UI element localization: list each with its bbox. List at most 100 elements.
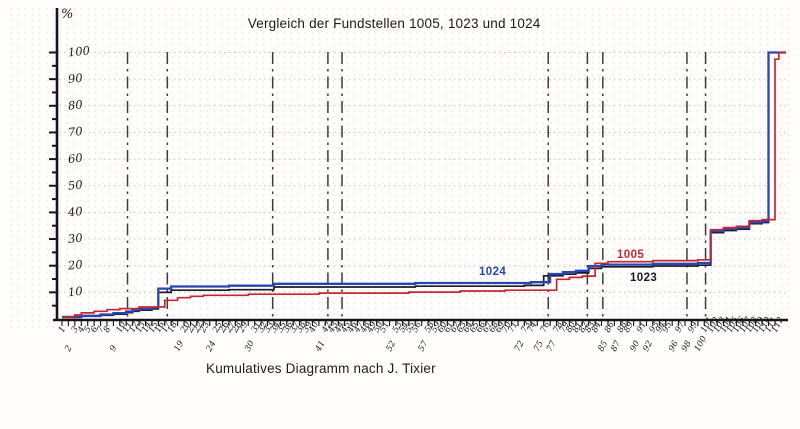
x-tick-label: 38 bbox=[294, 320, 308, 335]
page-title: Vergleich der Fundstellen 1005, 1023 und… bbox=[247, 16, 541, 31]
x-tick-label: 11 bbox=[121, 320, 135, 334]
x-tick-label: 73 bbox=[519, 320, 533, 334]
x-tick-label: 2 bbox=[63, 344, 75, 354]
x-tick-label: 42 bbox=[320, 320, 334, 335]
x-tick-label: 53 bbox=[391, 320, 405, 334]
x-tick-label: 66 bbox=[474, 320, 488, 335]
x-tick-label: 57 bbox=[417, 339, 431, 354]
x-tick-label: 67 bbox=[481, 320, 495, 335]
series-curve-1023 bbox=[62, 51, 786, 319]
x-tick-label: 43 bbox=[326, 320, 340, 335]
x-tick-label: 31 bbox=[250, 320, 264, 334]
x-tick-label: 60 bbox=[436, 320, 450, 335]
y-tick-label: 40 bbox=[66, 204, 83, 220]
x-tick-label: 95 bbox=[661, 320, 675, 334]
y-tick-label: 90 bbox=[67, 71, 83, 86]
x-tick-label: 63 bbox=[455, 320, 469, 334]
y-tick-label: 100 bbox=[67, 43, 90, 59]
series-label-1023: 1023 bbox=[630, 272, 658, 284]
x-tick-label: 9 bbox=[108, 343, 120, 353]
y-axis-unit-label: % bbox=[61, 7, 73, 22]
x-tick-label: 96 bbox=[667, 339, 681, 354]
x-tick-label: 56 bbox=[410, 320, 424, 335]
x-tick-label: 93 bbox=[648, 320, 662, 334]
x-tick-label: 18 bbox=[166, 320, 180, 335]
x-tick-label: 41 bbox=[313, 339, 327, 354]
x-tick-label: 55 bbox=[404, 320, 418, 334]
x-tick-label: 21 bbox=[185, 320, 199, 335]
x-tick-label: 92 bbox=[641, 339, 655, 353]
x-tick-label: 30 bbox=[243, 339, 257, 354]
y-tick-label: 60 bbox=[67, 151, 83, 166]
x-tick-label: 17 bbox=[160, 320, 174, 335]
x-tick-label: 100 bbox=[693, 334, 710, 354]
chart-caption: Kumulatives Diagramm nach J. Tixier bbox=[206, 361, 436, 376]
x-tick-label: 37 bbox=[288, 320, 302, 335]
x-tick-label: 61 bbox=[442, 320, 456, 334]
x-tick-label: 8 bbox=[102, 324, 114, 334]
x-tick-label: 54 bbox=[397, 320, 411, 334]
x-tick-label: 25 bbox=[211, 320, 225, 335]
x-tick-label: 99 bbox=[686, 320, 700, 335]
x-tick-label: 3 bbox=[70, 325, 81, 334]
x-tick-label: 75 bbox=[532, 339, 546, 353]
x-tick-label: 58 bbox=[423, 320, 437, 335]
x-tick-label: 39 bbox=[301, 320, 315, 335]
x-tick-label: 24 bbox=[204, 339, 218, 354]
x-tick-label: 89 bbox=[622, 320, 636, 335]
x-tick-label: 86 bbox=[603, 320, 617, 335]
y-tick-label: 80 bbox=[67, 97, 83, 112]
x-tick-label: 78 bbox=[551, 320, 565, 335]
x-tick-label: 76 bbox=[539, 320, 553, 335]
x-tick-label: 68 bbox=[487, 320, 501, 335]
x-tick-label: 36 bbox=[282, 320, 296, 335]
x-tick-label: 5 bbox=[83, 325, 94, 334]
x-tick-label: 33 bbox=[262, 320, 276, 334]
y-tick-label: 70 bbox=[67, 124, 83, 139]
series-label-1005: 1005 bbox=[617, 249, 645, 261]
x-tick-label: 62 bbox=[449, 320, 463, 334]
x-tick-label: 97 bbox=[673, 320, 687, 335]
x-tick-label: 12 bbox=[127, 320, 141, 334]
x-tick-label: 14 bbox=[140, 320, 154, 334]
x-tick-label: 70 bbox=[500, 320, 514, 335]
x-tick-label: 34 bbox=[269, 320, 283, 334]
x-tick-label: 64 bbox=[461, 320, 475, 334]
x-tick-label: 32 bbox=[256, 320, 270, 334]
series-curve-1005 bbox=[62, 51, 786, 319]
x-tick-label: 52 bbox=[384, 339, 398, 353]
x-tick-label: 90 bbox=[628, 339, 642, 354]
x-tick-label: 71 bbox=[506, 320, 520, 334]
x-tick-label: 7 bbox=[95, 324, 107, 334]
x-tick-label: 51 bbox=[378, 320, 392, 334]
x-tick-label: 4 bbox=[76, 325, 88, 335]
x-tick-label: 85 bbox=[596, 339, 610, 353]
x-tick-label: 74 bbox=[526, 320, 540, 334]
series-label-1024: 1024 bbox=[479, 266, 507, 278]
y-tick-label: 20 bbox=[66, 257, 83, 273]
x-tick-label: 84 bbox=[590, 320, 604, 334]
x-tick-label: 10 bbox=[115, 320, 129, 335]
x-tick-label: 72 bbox=[513, 339, 527, 353]
y-tick-label: 50 bbox=[67, 177, 83, 192]
x-tick-label: 77 bbox=[545, 339, 559, 354]
x-tick-label: 79 bbox=[558, 320, 572, 335]
x-tick-label: 15 bbox=[147, 320, 161, 334]
x-tick-label: 69 bbox=[494, 320, 508, 335]
x-tick-label: 87 bbox=[609, 339, 623, 354]
x-tick-label: 82 bbox=[577, 320, 591, 334]
x-tick-label: 98 bbox=[680, 339, 694, 354]
x-tick-label: 83 bbox=[584, 320, 598, 334]
x-tick-label: 6 bbox=[89, 324, 101, 334]
x-tick-label: 91 bbox=[635, 320, 649, 334]
x-tick-label: 19 bbox=[172, 339, 186, 354]
y-tick-label: 10 bbox=[67, 284, 83, 299]
x-tick-label: 45 bbox=[339, 320, 353, 335]
x-tick-label: 50 bbox=[372, 320, 386, 335]
x-tick-label: 23 bbox=[198, 320, 212, 335]
x-tick-label: 94 bbox=[654, 320, 668, 334]
x-tick-label: 22 bbox=[191, 320, 205, 335]
x-tick-label: 44 bbox=[333, 320, 347, 335]
